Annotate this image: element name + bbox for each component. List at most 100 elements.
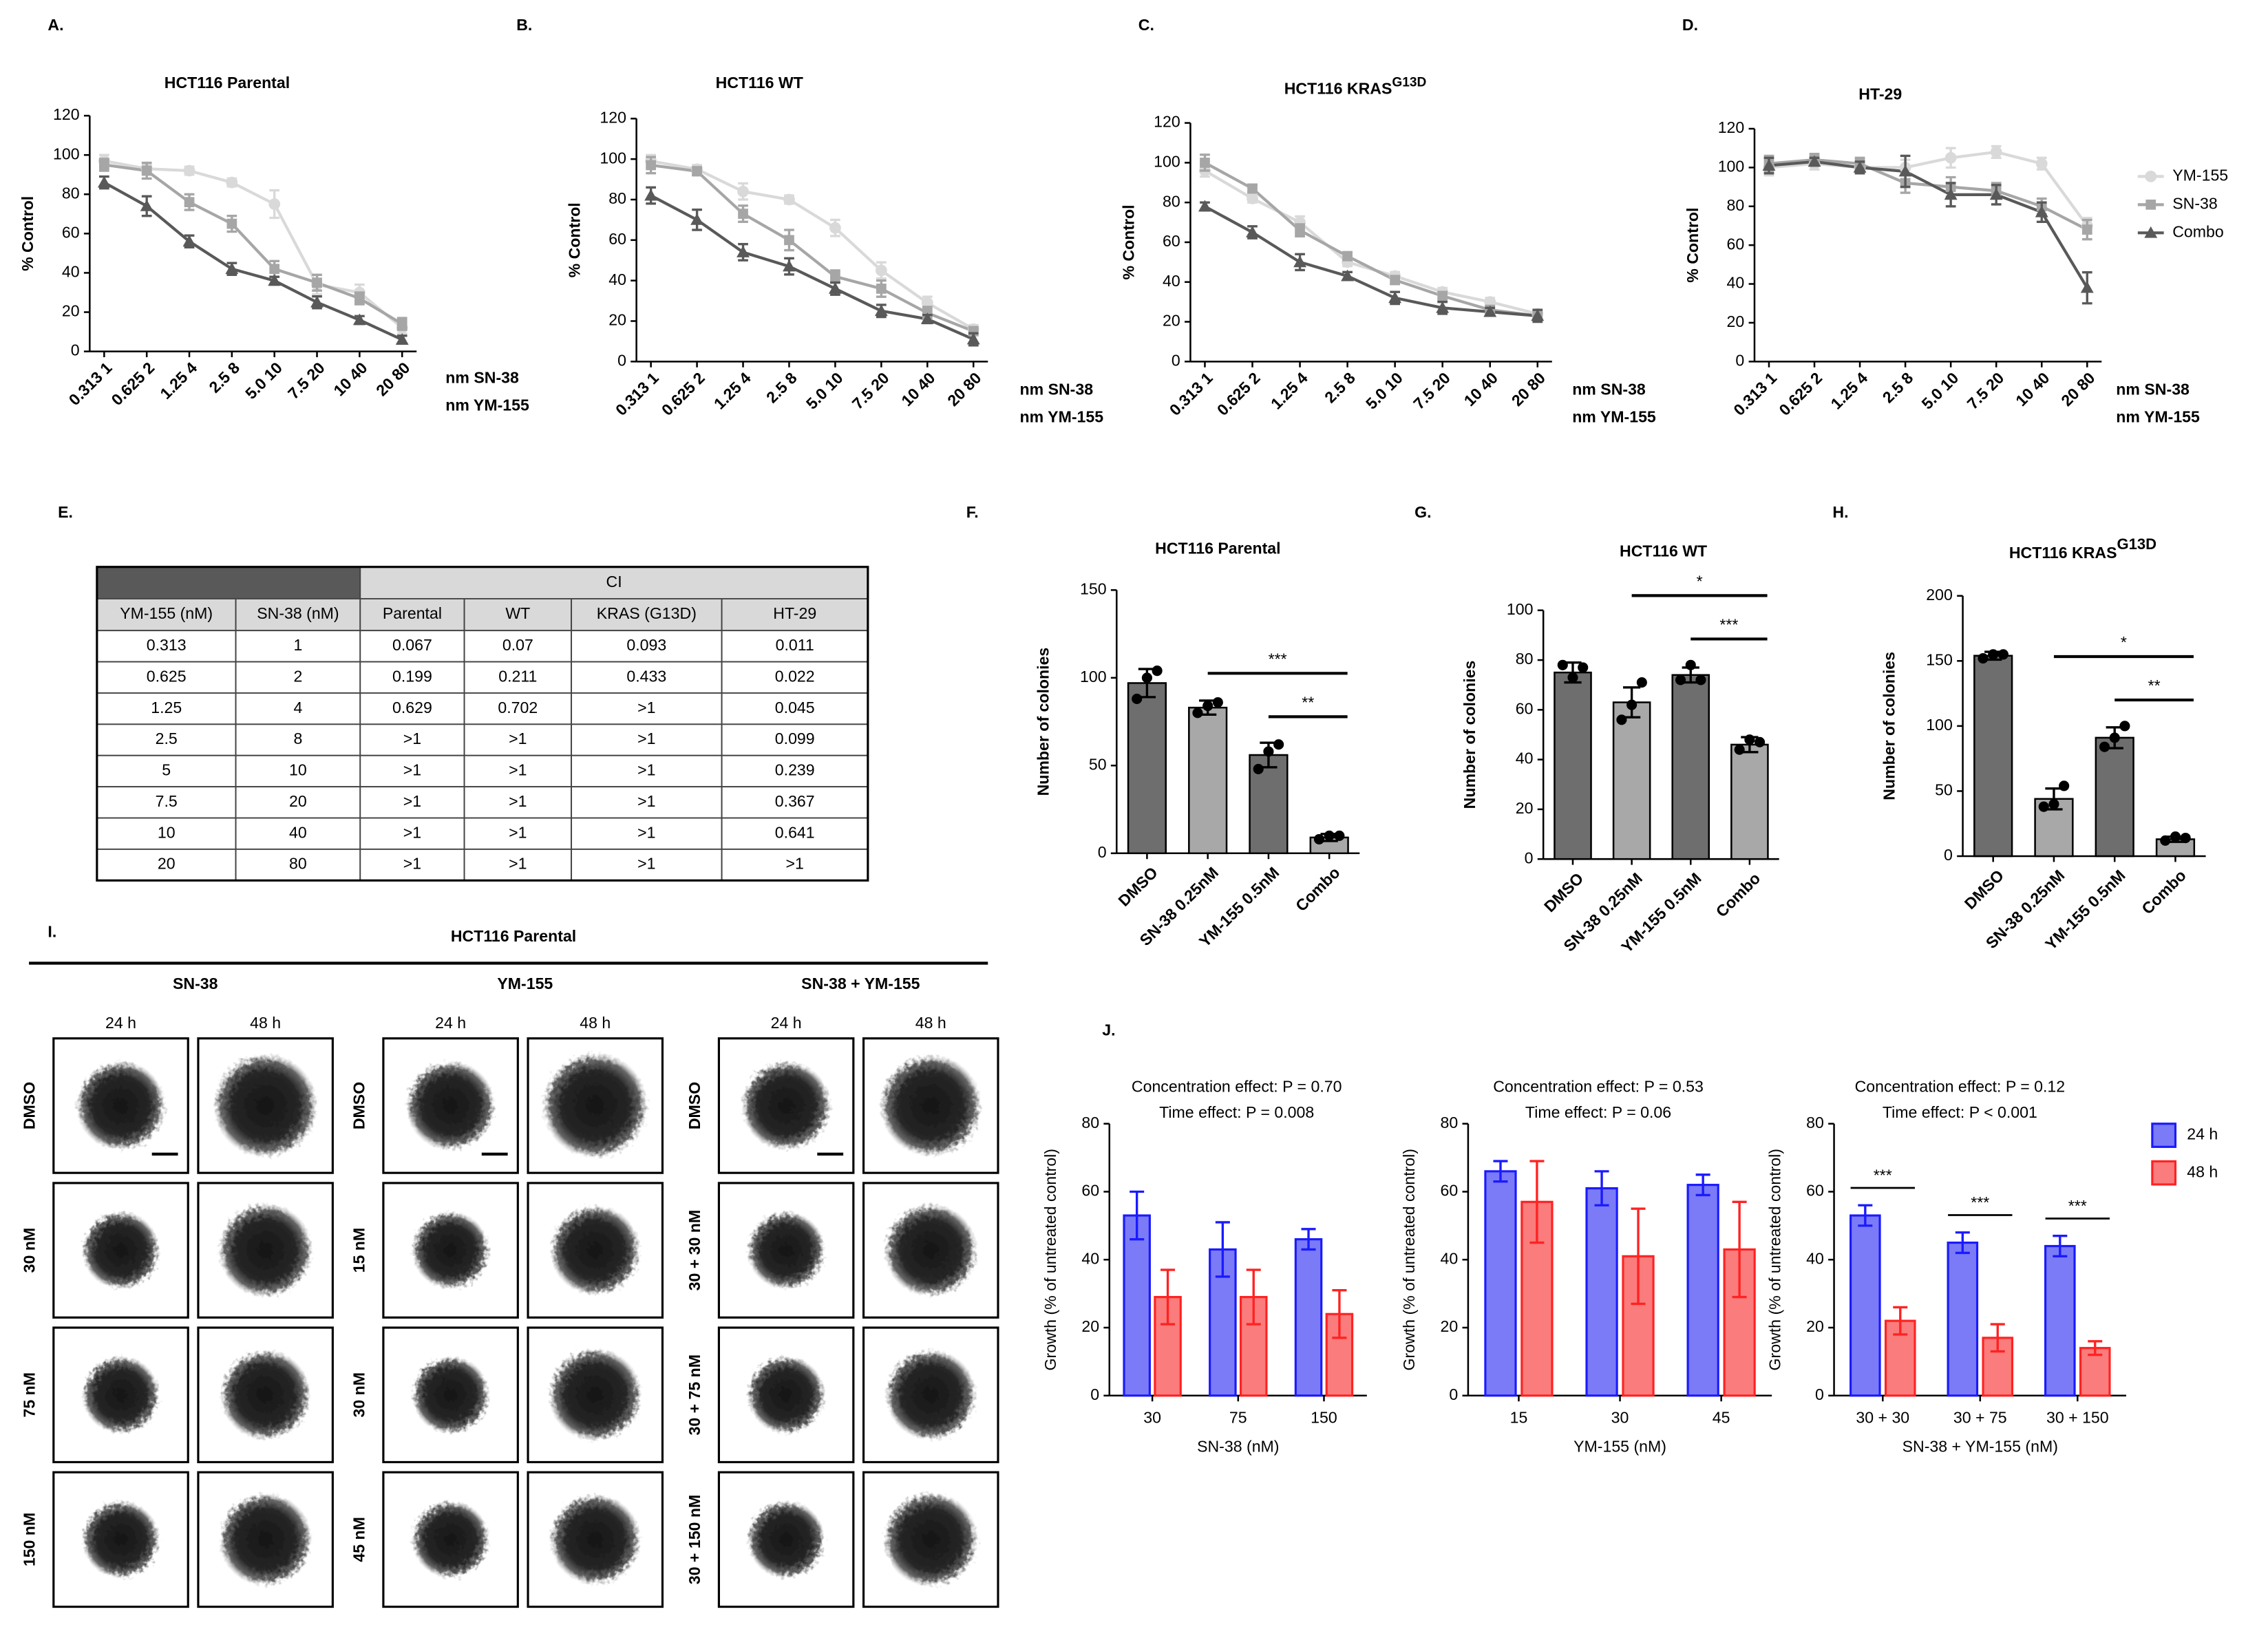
spheroid-image: [741, 1061, 831, 1151]
chart-title: HCT116 Parental: [165, 74, 290, 92]
spheroid-image: [220, 1350, 311, 1440]
group-title: YM-155: [497, 975, 553, 992]
chart-title: HCT116 Parental: [1155, 540, 1280, 557]
bar: [1612, 701, 1651, 860]
data-point: [690, 213, 704, 225]
bar: [1325, 1312, 1354, 1397]
data-point: [268, 274, 282, 286]
replicate-point: [1324, 830, 1335, 841]
x-tick-label: 1.25 4: [710, 369, 754, 413]
y-tick-label: 0: [1944, 846, 1953, 864]
data-point: [828, 281, 842, 294]
table-cell-text: 20: [289, 792, 307, 810]
table-cell-text: 40: [289, 823, 307, 841]
data-point: [874, 304, 888, 317]
row-label: 30 + 30 nM: [686, 1210, 703, 1291]
bar: [1730, 743, 1769, 860]
x-axis-label: nm YM-155: [445, 396, 529, 414]
time-label: 24 h: [435, 1014, 466, 1032]
replicate-point: [2109, 732, 2120, 743]
annotation: Time effect: P = 0.008: [1159, 1103, 1314, 1121]
y-tick-label: 0: [617, 351, 626, 369]
data-point: [644, 189, 658, 201]
y-tick-label: 0: [71, 341, 80, 359]
y-tick-label: 100: [1507, 600, 1534, 618]
table-cell-text: 0.313: [147, 636, 187, 654]
y-tick-label: 100: [600, 149, 626, 167]
panel-label: A.: [47, 16, 63, 34]
data-point: [140, 199, 153, 211]
time-label: 24 h: [771, 1014, 802, 1032]
spheroid-image: [213, 1053, 318, 1158]
table-cell-text: >1: [509, 761, 527, 779]
data-point: [1437, 290, 1448, 301]
x-tick-label: 1.25 4: [1827, 369, 1872, 413]
error-bar: [1529, 1160, 1545, 1244]
table-cell: [96, 848, 237, 882]
series-line: [650, 163, 975, 333]
error-bar: [1246, 1268, 1261, 1326]
table-cell-text: 0.629: [392, 699, 432, 716]
replicate-point: [1616, 714, 1627, 725]
x-tick-label: 5.0 10: [803, 369, 847, 413]
title-text: HCT116 Parental: [165, 74, 290, 92]
time-label: 48 h: [250, 1014, 281, 1032]
data-point: [1762, 159, 1776, 171]
table-cell: [235, 598, 361, 632]
y-tick-label: 60: [1163, 232, 1180, 250]
table-cell-text: >1: [786, 855, 804, 873]
table-cell: [463, 848, 573, 882]
table-cell-text: >1: [403, 792, 421, 810]
spheroid-image: [81, 1211, 160, 1290]
y-tick-label: 40: [608, 270, 626, 288]
y-tick-label: 20: [608, 311, 626, 329]
title-text: HCT116 WT: [1620, 542, 1707, 560]
y-tick-label: 20: [1081, 1317, 1099, 1335]
x-tick-label: 0.625 2: [658, 369, 708, 419]
table-cell-text: 0.211: [498, 667, 537, 685]
y-tick-label: 80: [1516, 650, 1534, 668]
significance-label: ***: [1269, 650, 1287, 668]
table-cell-text: 0.625: [147, 667, 187, 685]
y-tick-label: 60: [1516, 699, 1534, 717]
replicate-point: [1263, 746, 1274, 757]
data-point: [692, 166, 702, 177]
x-tick-label: 5.0 10: [1362, 369, 1406, 413]
table-cell-text: >1: [637, 761, 655, 779]
x-tick-label: 7.5 20: [284, 359, 328, 403]
error-bar: [1594, 1170, 1609, 1206]
title-text: HCT116 WT: [716, 74, 803, 92]
data-point: [737, 185, 749, 198]
row-label: 15 nM: [350, 1228, 368, 1273]
spheroid-image: [411, 1500, 490, 1579]
significance-label: *: [2121, 633, 2127, 651]
data-point: [1247, 183, 1258, 194]
y-tick-label: 0: [1735, 351, 1744, 369]
series-line: [1768, 160, 2089, 289]
bar: [1686, 1184, 1719, 1397]
table-cell-text: >1: [637, 730, 655, 747]
data-point: [1808, 155, 1821, 167]
replicate-point: [2038, 801, 2049, 812]
x-axis-label: SN-38 (nM): [1197, 1438, 1279, 1456]
table-cell-text: 0.045: [775, 699, 815, 716]
x-tick-label: 20 80: [1508, 369, 1549, 410]
title-text: HCT116 KRAS: [1284, 79, 1392, 97]
table-cell-text: 0.022: [775, 667, 815, 685]
x-tick-label: DMSO: [1114, 863, 1161, 909]
y-axis-label: Growth (% of untreated control): [1041, 1149, 1059, 1370]
y-tick-label: 20: [1806, 1317, 1824, 1335]
table-cell: [721, 817, 869, 850]
chart-title: HCT116 WT: [716, 74, 803, 92]
data-point: [1388, 291, 1402, 304]
y-tick-label: 40: [62, 263, 80, 281]
y-tick-label: 40: [1081, 1249, 1099, 1267]
data-point: [183, 164, 195, 177]
panel-label: G.: [1414, 503, 1431, 521]
significance-label: ***: [1971, 1193, 1989, 1211]
spheroid-image: [884, 1203, 978, 1297]
x-tick-label: 7.5 20: [849, 369, 893, 413]
y-tick-label: 120: [1718, 118, 1745, 136]
table-cell-text: 10: [289, 761, 307, 779]
replicate-point: [1744, 734, 1755, 745]
